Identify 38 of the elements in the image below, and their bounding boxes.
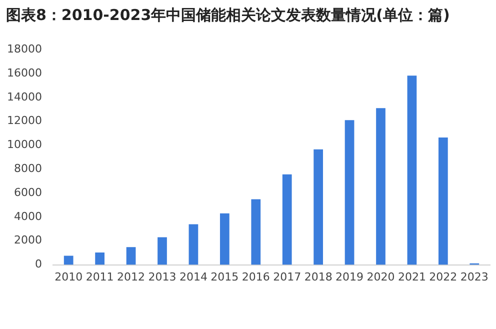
bar — [282, 174, 292, 265]
x-tick-label: 2018 — [304, 270, 332, 284]
bar — [188, 224, 198, 265]
x-tick-label: 2015 — [210, 270, 239, 284]
x-tick-label: 2022 — [429, 270, 458, 284]
bar — [95, 252, 104, 265]
y-tick-label: 4000 — [14, 210, 42, 223]
chart-title: 图表8：2010-2023年中国储能相关论文发表数量情况(单位：篇) — [6, 6, 450, 25]
x-tick-label: 2021 — [398, 270, 426, 284]
bar — [220, 213, 230, 265]
bar — [438, 137, 448, 265]
y-tick-label: 12000 — [6, 114, 42, 128]
bar — [251, 199, 261, 265]
x-tick-label: 2014 — [179, 270, 208, 284]
bar — [64, 256, 74, 265]
y-tick-label: 14000 — [6, 90, 42, 104]
x-tick-label: 2016 — [242, 270, 270, 284]
y-tick-label: 0 — [34, 258, 42, 271]
y-tick-label: 6000 — [14, 186, 42, 199]
bar — [344, 120, 354, 265]
y-tick-label: 8000 — [14, 162, 42, 176]
bar — [407, 76, 417, 265]
y-tick-label: 10000 — [6, 138, 42, 152]
y-tick-label: 16000 — [6, 66, 42, 80]
x-tick-label: 2017 — [273, 270, 302, 284]
x-tick-label: 2013 — [148, 270, 176, 284]
bar — [126, 247, 136, 265]
y-tick-label: 2000 — [14, 234, 42, 247]
x-tick-label: 2010 — [54, 270, 83, 284]
bar — [158, 237, 167, 265]
x-tick-label: 2020 — [366, 270, 395, 284]
bar — [314, 149, 323, 265]
x-tick-label: 2012 — [117, 270, 146, 284]
x-tick-label: 2019 — [336, 270, 364, 284]
x-tick-label: 2011 — [86, 270, 114, 284]
y-tick-label: 18000 — [6, 42, 42, 56]
bar — [376, 108, 386, 265]
x-tick-label: 2023 — [460, 270, 488, 284]
